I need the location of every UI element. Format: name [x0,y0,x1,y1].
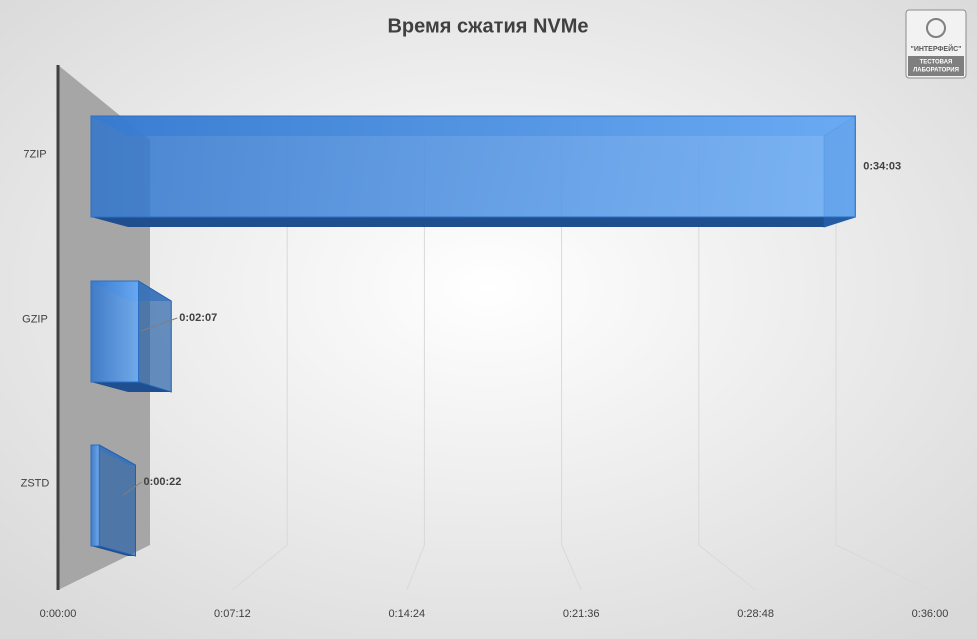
bar-bottom [91,217,856,227]
leader-line [140,317,178,332]
grid-line [561,140,582,591]
y-tick-label: 7ZIP [23,148,46,160]
logo-caption: ЛАБОРАТОРИЯ [913,68,959,74]
bar-bottom [91,546,136,556]
bar [90,444,100,547]
leader-line [122,481,142,496]
grid-line [698,140,756,591]
bar [90,280,140,383]
logo-name: "ИНТЕРФЕЙС" [911,44,962,53]
logo-caption: ТЕСТОВАЯ [920,60,953,66]
data-label: 0:34:03 [863,160,901,172]
x-tick-label: 0:28:48 [737,608,774,620]
data-label: 0:02:07 [179,312,217,324]
x-tick-label: 0:00:00 [40,608,77,620]
y-tick-label: GZIP [22,313,48,325]
x-tick-label: 0:07:12 [214,608,251,620]
grid-line [406,140,425,591]
data-label: 0:00:22 [143,476,181,488]
grid-line [835,140,931,591]
x-tick-label: 0:36:00 [912,608,949,620]
y-tick-label: ZSTD [21,477,50,489]
x-tick-label: 0:21:36 [563,608,600,620]
bar-side [98,444,136,557]
chart-title: Время сжатия NVMe [387,15,588,37]
bar [90,115,856,218]
logo-icon [926,18,946,38]
bar-bottom [91,382,172,392]
grid-line [232,140,288,591]
x-tick-label: 0:14:24 [388,608,425,620]
bar-side [138,280,172,393]
logo: "ИНТЕРФЕЙС" ТЕСТОВАЯ ЛАБОРАТОРИЯ [905,9,967,79]
logo-band [908,56,964,76]
